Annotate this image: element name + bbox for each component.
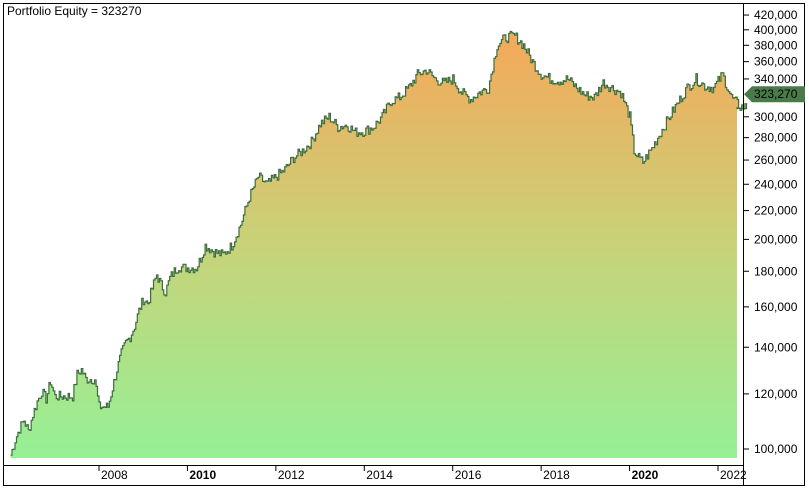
chart-title: Portfolio Equity = 323270	[7, 4, 142, 18]
x-tick-label: 2010	[189, 468, 216, 482]
y-axis: 100,000 120,000 140,000 160,000 180,000 200,0…	[744, 8, 798, 456]
y-tick-label: 420,000	[754, 8, 798, 22]
plot-area	[10, 30, 748, 458]
x-tick-label: 2020	[632, 468, 659, 482]
y-tick-label: 260,000	[754, 153, 798, 167]
x-tick-label: 2016	[455, 468, 482, 482]
x-axis: 2008 2010 2012 2014 2016 2018 2020 2022	[98, 466, 747, 482]
x-tick-label: 2022	[720, 468, 747, 482]
equity-area	[10, 31, 747, 458]
y-tick-label: 100,000	[754, 442, 798, 456]
y-tick-label: 140,000	[754, 340, 798, 354]
y-tick-label: 300,000	[754, 110, 798, 124]
x-tick-label: 2018	[543, 468, 570, 482]
equity-line	[10, 30, 748, 456]
y-tick-label: 340,000	[754, 72, 798, 86]
y-tick-label: 180,000	[754, 264, 798, 278]
y-tick-label: 220,000	[754, 204, 798, 218]
last-value-label: 323,270	[754, 87, 798, 101]
last-value-marker: 323,270	[744, 86, 805, 103]
y-tick-label: 380,000	[754, 38, 798, 52]
y-tick-label: 240,000	[754, 177, 798, 191]
x-tick-label: 2008	[101, 468, 128, 482]
y-tick-label: 400,000	[754, 23, 798, 37]
y-tick-label: 280,000	[754, 131, 798, 145]
y-tick-label: 360,000	[754, 55, 798, 69]
y-tick-label: 160,000	[754, 300, 798, 314]
y-tick-label: 120,000	[754, 387, 798, 401]
chart-frame	[3, 3, 805, 486]
x-tick-label: 2012	[278, 468, 305, 482]
x-tick-label: 2014	[366, 468, 393, 482]
y-tick-label: 200,000	[754, 232, 798, 246]
